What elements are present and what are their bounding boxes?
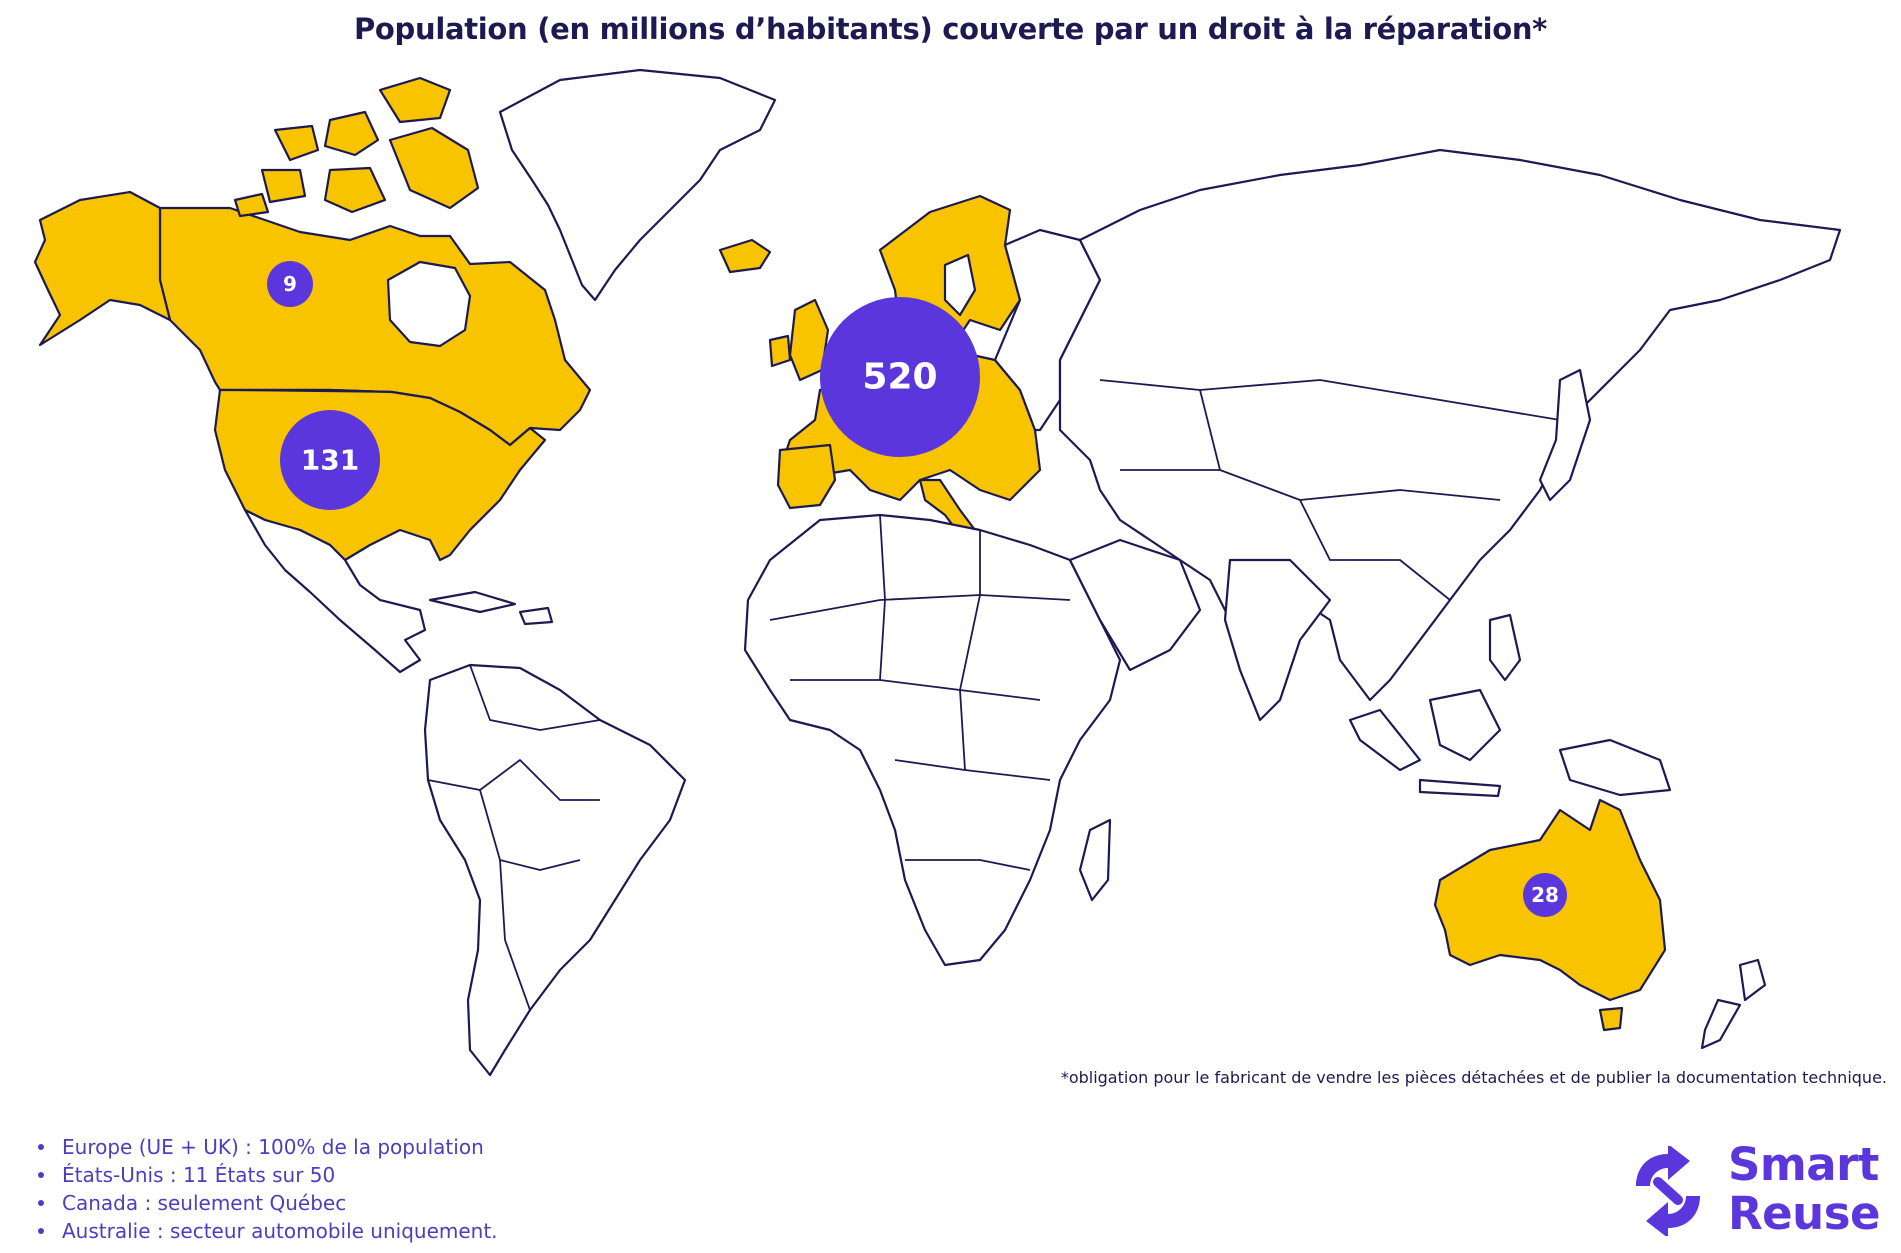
hispaniola-shape [518, 606, 554, 626]
logo-line-1: Smart [1728, 1138, 1879, 1191]
sa-border-2 [427, 759, 600, 801]
mexico-shape [243, 508, 427, 674]
note-canada: Canada : seulement Québec [30, 1189, 498, 1217]
africa-border-1 [769, 594, 1071, 621]
chart-title: Population (en millions d’habitants) cou… [353, 12, 1548, 46]
note-usa: États-Unis : 11 États sur 50 [30, 1161, 498, 1189]
recycle-arrows-icon [1636, 1146, 1700, 1236]
bubble-label-europe: 520 [862, 357, 937, 398]
logo-text: Smart Reuse [1728, 1138, 1881, 1240]
greenland-shape [498, 68, 777, 302]
footnote: *obligation pour le fabricant de vendre … [1060, 1068, 1887, 1087]
world-map: 9 131 520 28 [33, 68, 1842, 1077]
sa-border-4 [499, 859, 531, 1011]
arctic-island-7 [233, 192, 270, 218]
baltic-sea [943, 253, 977, 317]
arctic-island-2 [323, 110, 380, 157]
south-america-shape [423, 663, 687, 1077]
ireland-shape [768, 334, 792, 368]
asia-border-1 [1099, 379, 1561, 421]
africa-border-5 [894, 759, 1051, 781]
smart-reuse-logo: Smart Reuse [1628, 1140, 1888, 1240]
arctic-island-6 [260, 168, 307, 204]
tasmania-shape [1598, 1006, 1624, 1032]
arctic-island-4 [388, 126, 480, 210]
arabia-shape [1068, 538, 1202, 672]
sa-border-3 [479, 789, 581, 871]
arctic-island-3 [273, 124, 320, 162]
africa-border-6 [905, 859, 1031, 871]
notes-list: Europe (UE + UK) : 100% de la population… [30, 1133, 498, 1245]
iberia-shape [776, 443, 837, 510]
cuba-shape [428, 590, 517, 614]
bubble-label-canada: 9 [283, 272, 297, 296]
bubble-canada: 9 [267, 261, 313, 307]
alaska-shape [33, 190, 172, 347]
iceland-shape [718, 238, 772, 274]
arctic-island-5 [323, 166, 387, 214]
africa-border-3 [879, 514, 886, 681]
bubble-usa: 131 [280, 410, 380, 510]
java-shape [1418, 778, 1502, 798]
new-zealand-north [1738, 958, 1767, 1002]
note-australia: Australie : secteur automobile uniquemen… [30, 1217, 498, 1245]
philippines-shape [1488, 613, 1522, 682]
new-guinea-shape [1558, 738, 1672, 797]
japan-shape [1538, 368, 1592, 502]
new-zealand-south [1700, 998, 1742, 1050]
note-europe: Europe (UE + UK) : 100% de la population [30, 1133, 498, 1161]
sa-border-1 [469, 664, 601, 731]
us-canada-border [219, 389, 393, 393]
india-shape [1223, 558, 1332, 722]
africa-shape [743, 513, 1122, 967]
hudson-bay [386, 260, 472, 348]
sumatra-shape [1348, 708, 1422, 772]
borneo-shape [1428, 688, 1502, 762]
arctic-island-1 [378, 76, 452, 124]
bubble-australia: 28 [1523, 873, 1567, 917]
africa-border-2 [790, 679, 1041, 701]
logo-line-2: Reuse [1728, 1187, 1881, 1240]
canada-shape [158, 206, 592, 447]
bubble-europe: 520 [820, 297, 980, 457]
madagascar-shape [1078, 818, 1112, 902]
bubble-label-australia: 28 [1531, 883, 1559, 907]
bubble-label-usa: 131 [301, 444, 359, 477]
asia-border-4 [1299, 499, 1451, 601]
africa-border-4 [959, 530, 981, 771]
